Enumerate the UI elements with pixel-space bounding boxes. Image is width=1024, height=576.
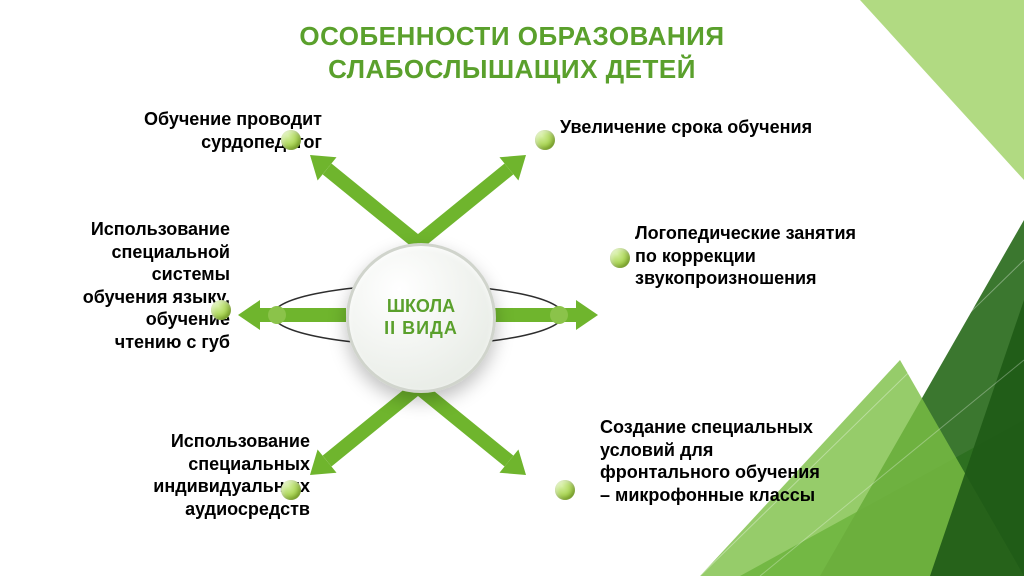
feature-bullet-icon bbox=[281, 480, 301, 500]
feature-label-3: Логопедические занятияпо коррекциизвукоп… bbox=[635, 222, 905, 290]
feature-bullet-icon bbox=[610, 248, 630, 268]
feature-label-5: Создание специальныхусловий дляфронтальн… bbox=[600, 416, 880, 506]
feature-bullet-icon bbox=[535, 130, 555, 150]
center-node: ШКОЛА II ВИДА bbox=[346, 243, 496, 393]
feature-bullet-icon bbox=[555, 480, 575, 500]
feature-label-4: Использованиеспециальныхиндивидуальныхау… bbox=[90, 430, 310, 520]
feature-label-1: Увеличение срока обучения bbox=[560, 116, 850, 139]
slide-title: ОСОБЕННОСТИ ОБРАЗОВАНИЯ СЛАБОСЛЫШАЩИХ ДЕ… bbox=[0, 20, 1024, 85]
feature-bullet-icon bbox=[281, 130, 301, 150]
title-line2: СЛАБОСЛЫШАЩИХ ДЕТЕЙ bbox=[328, 54, 696, 84]
feature-bullet-icon bbox=[211, 300, 231, 320]
slide-root: ОСОБЕННОСТИ ОБРАЗОВАНИЯ СЛАБОСЛЫШАЩИХ ДЕ… bbox=[0, 0, 1024, 576]
title-line1: ОСОБЕННОСТИ ОБРАЗОВАНИЯ bbox=[299, 21, 724, 51]
center-line1: ШКОЛА bbox=[387, 296, 455, 318]
center-line2: II ВИДА bbox=[384, 318, 458, 340]
feature-label-2: Использованиеспециальнойсистемыобучения … bbox=[30, 218, 230, 353]
